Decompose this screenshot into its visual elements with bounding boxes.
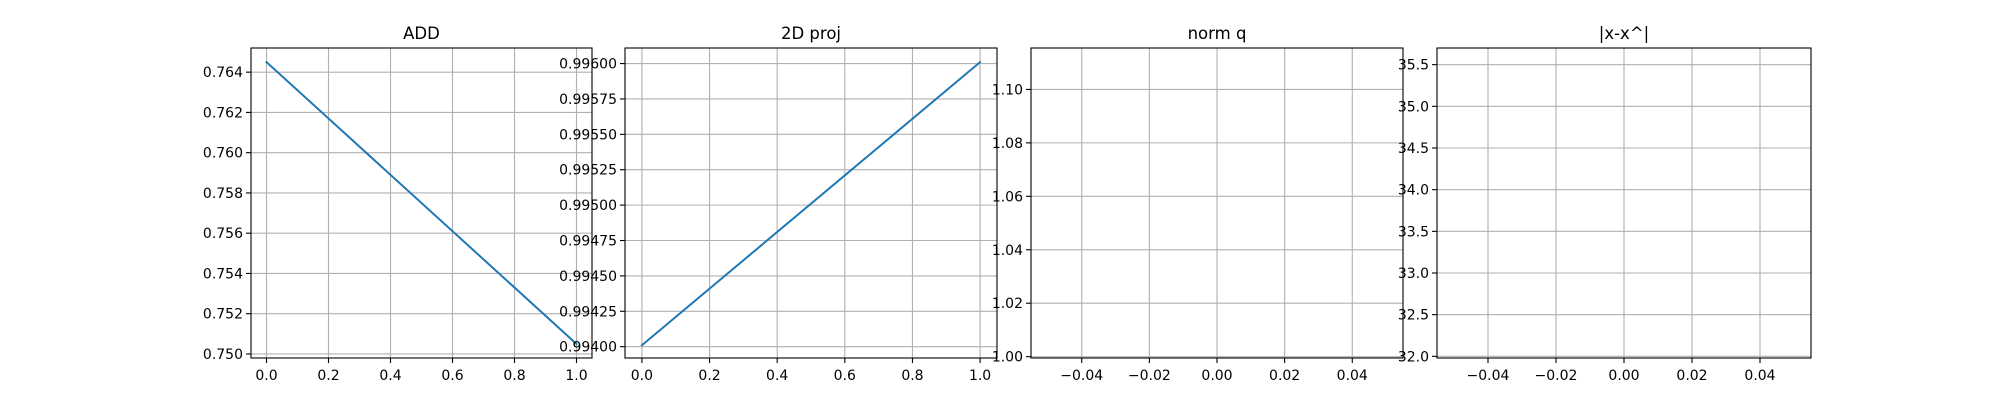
y-tick-label: 35.5	[1398, 58, 1429, 74]
x-tick-label: 0.04	[1744, 368, 1775, 384]
x-tick-label: 0.6	[441, 368, 463, 384]
x-tick-label: 0.2	[317, 368, 339, 384]
y-tick-label: 32.5	[1398, 308, 1429, 324]
axes-frame	[250, 47, 593, 359]
x-tick-label: −0.04	[1060, 368, 1103, 384]
x-tick-label: 0.0	[631, 368, 653, 384]
y-tick-label: 0.99450	[559, 269, 617, 285]
x-tick-label: 0.8	[901, 368, 923, 384]
x-tick-label: −0.04	[1467, 368, 1510, 384]
x-tick-label: 0.8	[503, 368, 525, 384]
y-tick-label: 35.0	[1398, 99, 1429, 115]
x-tick-label: 0.00	[1201, 368, 1232, 384]
y-tick-label: 0.762	[203, 105, 243, 121]
series-line-1	[265, 60, 578, 346]
y-tick-label: 0.752	[203, 307, 243, 323]
x-tick-label: −0.02	[1535, 368, 1578, 384]
x-tick-label: 0.2	[698, 368, 720, 384]
y-tick-label: 34.0	[1398, 183, 1429, 199]
y-tick-label: 33.5	[1398, 224, 1429, 240]
y-tick-label: 0.760	[203, 146, 243, 162]
x-tick-label: 0.6	[834, 368, 856, 384]
y-tick-label: 0.99600	[559, 57, 617, 73]
y-tick-label: 0.764	[203, 65, 243, 81]
x-tick-label: 1.0	[969, 368, 991, 384]
y-tick-label: 0.99475	[559, 234, 617, 250]
y-tick-label: 1.08	[992, 136, 1023, 152]
y-tick-label: 0.750	[203, 347, 243, 363]
y-tick-label: 33.0	[1398, 266, 1429, 282]
subplot-2: 0.0 0.2 0.4 0.6 0.8 1.0 0.99400 0.99425 0.99450 0…	[559, 24, 998, 384]
y-tick-label: 0.99575	[559, 92, 617, 108]
y-tick-label: 0.99500	[559, 198, 617, 214]
x-tick-label: 0.02	[1269, 368, 1300, 384]
x-tick-label: 1.0	[565, 368, 587, 384]
y-tick-label: 0.99525	[559, 163, 617, 179]
subplot-title: |x-x^|	[1599, 24, 1649, 43]
y-tick-label: 1.06	[992, 189, 1023, 205]
y-tick-label: 0.99425	[559, 304, 617, 320]
subplot-3: −0.04 −0.02 0.00 0.02 0.04 1.00 1.02 1.04 1.06 1.…	[992, 24, 1404, 384]
y-tick-label: 0.756	[203, 226, 243, 242]
x-tick-label: 0.02	[1676, 368, 1707, 384]
y-tick-label: 1.02	[992, 296, 1023, 312]
y-tick-label: 0.758	[203, 186, 243, 202]
x-tick-label: 0.4	[379, 368, 401, 384]
y-tick-label: 1.10	[992, 82, 1023, 98]
y-tick-label: 0.99400	[559, 340, 617, 356]
y-tick-label: 0.754	[203, 266, 243, 282]
subplot-title: norm q	[1188, 24, 1247, 43]
subplot-4: −0.04 −0.02 0.00 0.02 0.04 32.0 32.5 33.0 33.5 34…	[1398, 24, 1812, 384]
series-line-1	[640, 60, 982, 347]
x-tick-label: 0.00	[1608, 368, 1639, 384]
y-tick-label: 1.00	[992, 350, 1023, 366]
y-tick-label: 1.04	[992, 243, 1023, 259]
y-tick-label: 32.0	[1398, 349, 1429, 365]
x-tick-label: 0.04	[1337, 368, 1368, 384]
subplot-1: 0.0 0.2 0.4 0.6 0.8 1.0 0.750 0.752 0.754 0.756 0.…	[203, 24, 593, 384]
x-tick-label: −0.02	[1128, 368, 1171, 384]
subplot-title: ADD	[403, 24, 440, 43]
subplot-title: 2D proj	[781, 24, 841, 43]
x-tick-label: 0.4	[766, 368, 788, 384]
y-tick-label: 0.99550	[559, 127, 617, 143]
axes-frame	[624, 47, 998, 359]
x-tick-label: 0.0	[255, 368, 277, 384]
y-tick-label: 34.5	[1398, 141, 1429, 157]
